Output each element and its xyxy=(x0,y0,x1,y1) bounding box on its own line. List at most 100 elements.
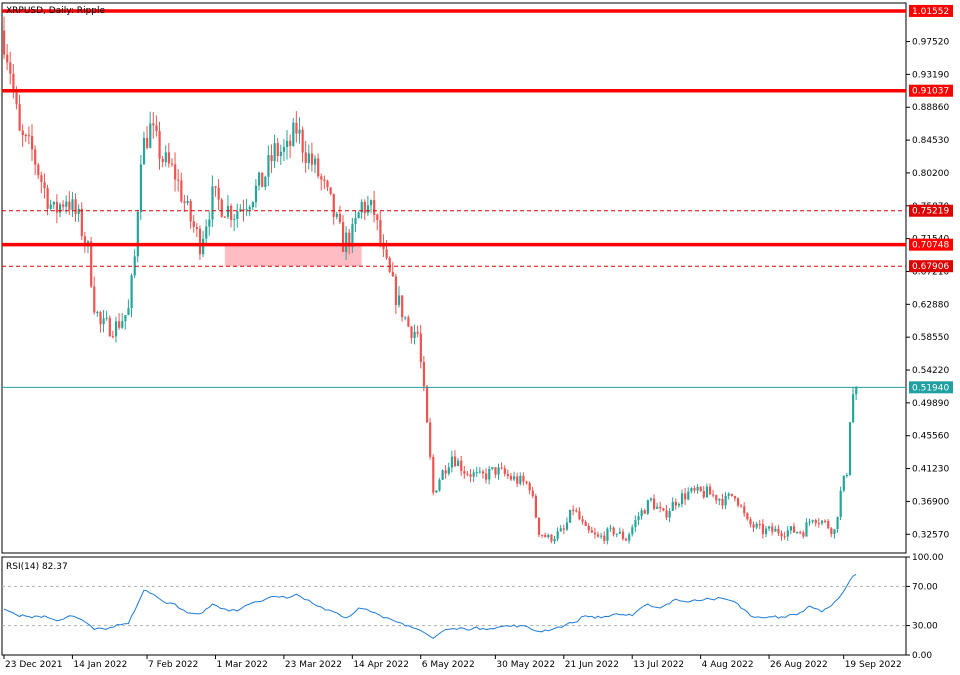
candle-body xyxy=(808,521,811,523)
candle-body xyxy=(824,520,827,522)
candle-body xyxy=(559,528,562,532)
candle-body xyxy=(441,470,444,480)
price-tick-label: 0.88860 xyxy=(912,103,949,113)
candle-body xyxy=(267,155,270,177)
price-tag-box xyxy=(909,381,953,394)
price-tick-label: 0.58550 xyxy=(912,333,949,343)
candle-body xyxy=(419,333,422,362)
candle-body xyxy=(174,164,177,180)
candle-body xyxy=(789,526,793,531)
price-tick-label: 0.45560 xyxy=(912,432,949,442)
candle-body xyxy=(58,204,62,213)
candle-body xyxy=(49,204,52,209)
rsi-tick-label: 30.00 xyxy=(912,622,938,632)
price-panel-frame xyxy=(1,2,907,554)
price-tag-box xyxy=(909,84,953,97)
candle-body xyxy=(71,199,74,210)
candle-body xyxy=(220,199,223,217)
candle-body xyxy=(136,211,139,257)
candle-body xyxy=(634,520,637,528)
candle-body xyxy=(662,508,665,511)
candle-body xyxy=(730,493,733,497)
price-tag-label: 0.91037 xyxy=(912,87,949,97)
candle-body xyxy=(379,219,382,243)
candle-body xyxy=(506,474,510,476)
candle-body xyxy=(699,486,702,491)
candle-body xyxy=(475,471,478,473)
candle-body xyxy=(497,467,500,475)
candle-body xyxy=(643,510,646,514)
candle-body xyxy=(696,486,699,491)
candle-body xyxy=(77,208,80,214)
price-tag-box xyxy=(909,238,953,251)
candle-body xyxy=(289,140,292,146)
candle-body xyxy=(314,158,317,165)
price-tag-label: 0.51940 xyxy=(912,383,949,393)
candle-body xyxy=(192,221,195,228)
candle-body xyxy=(21,130,24,136)
price-panel: 0.975200.931900.888600.845300.802000.758… xyxy=(1,2,953,554)
candle-body xyxy=(248,207,251,210)
candle-body xyxy=(254,185,258,203)
candle-body xyxy=(282,147,286,152)
candle-body xyxy=(612,527,615,535)
candle-body xyxy=(226,205,230,217)
price-tag-label: 0.70748 xyxy=(912,241,949,251)
candle-body xyxy=(597,534,600,537)
candle-body xyxy=(768,526,771,529)
candle-body xyxy=(460,460,463,472)
candle-body xyxy=(852,394,855,423)
candle-body xyxy=(189,200,192,222)
candle-body xyxy=(736,498,740,506)
candle-body xyxy=(124,315,127,322)
candle-body xyxy=(481,471,485,474)
candle-body xyxy=(615,533,618,535)
candle-body xyxy=(774,528,777,532)
candle-body xyxy=(659,506,662,509)
price-tag-box xyxy=(909,4,953,17)
candle-body xyxy=(805,522,808,537)
candle-body xyxy=(404,317,407,319)
candle-body xyxy=(40,175,43,183)
candle-body xyxy=(553,538,556,542)
candle-body xyxy=(233,218,236,220)
date-tick-label: 21 Jun 2022 xyxy=(565,660,619,670)
candle-body xyxy=(752,524,755,528)
candle-body xyxy=(177,179,180,181)
candle-body xyxy=(537,517,541,535)
candle-body xyxy=(677,503,681,506)
candle-body xyxy=(771,526,774,532)
candle-body xyxy=(397,295,401,306)
candle-body xyxy=(413,331,416,338)
candle-body xyxy=(674,501,677,506)
candle-body xyxy=(581,519,584,522)
candle-body xyxy=(130,275,133,309)
date-tick-label: 26 Aug 2022 xyxy=(770,660,828,670)
candle-body xyxy=(531,490,534,496)
candle-body xyxy=(814,520,817,524)
rsi-panel: 23 Dec 2021 14 Jan 2022 7 Feb 2022 1 Mar 20… xyxy=(1,553,944,670)
candle-body xyxy=(609,527,612,529)
candle-body xyxy=(749,519,752,525)
candle-body xyxy=(373,200,376,215)
candle-body xyxy=(444,470,447,474)
candle-body xyxy=(830,528,833,535)
candle-body xyxy=(680,493,684,504)
candle-body xyxy=(715,495,718,501)
candle-body xyxy=(90,241,93,287)
candle-body xyxy=(121,321,124,328)
candle-body xyxy=(637,516,640,521)
candle-body xyxy=(469,474,472,477)
date-tick-label: 6 May 2022 xyxy=(422,660,475,670)
candle-body xyxy=(183,201,186,203)
price-tag-box xyxy=(909,260,953,273)
candle-body xyxy=(656,506,659,509)
candle-body xyxy=(435,490,438,493)
candle-body xyxy=(345,232,348,253)
candle-body xyxy=(603,535,606,541)
candle-body xyxy=(522,475,525,482)
candle-body xyxy=(671,501,674,511)
candle-body xyxy=(307,153,310,163)
